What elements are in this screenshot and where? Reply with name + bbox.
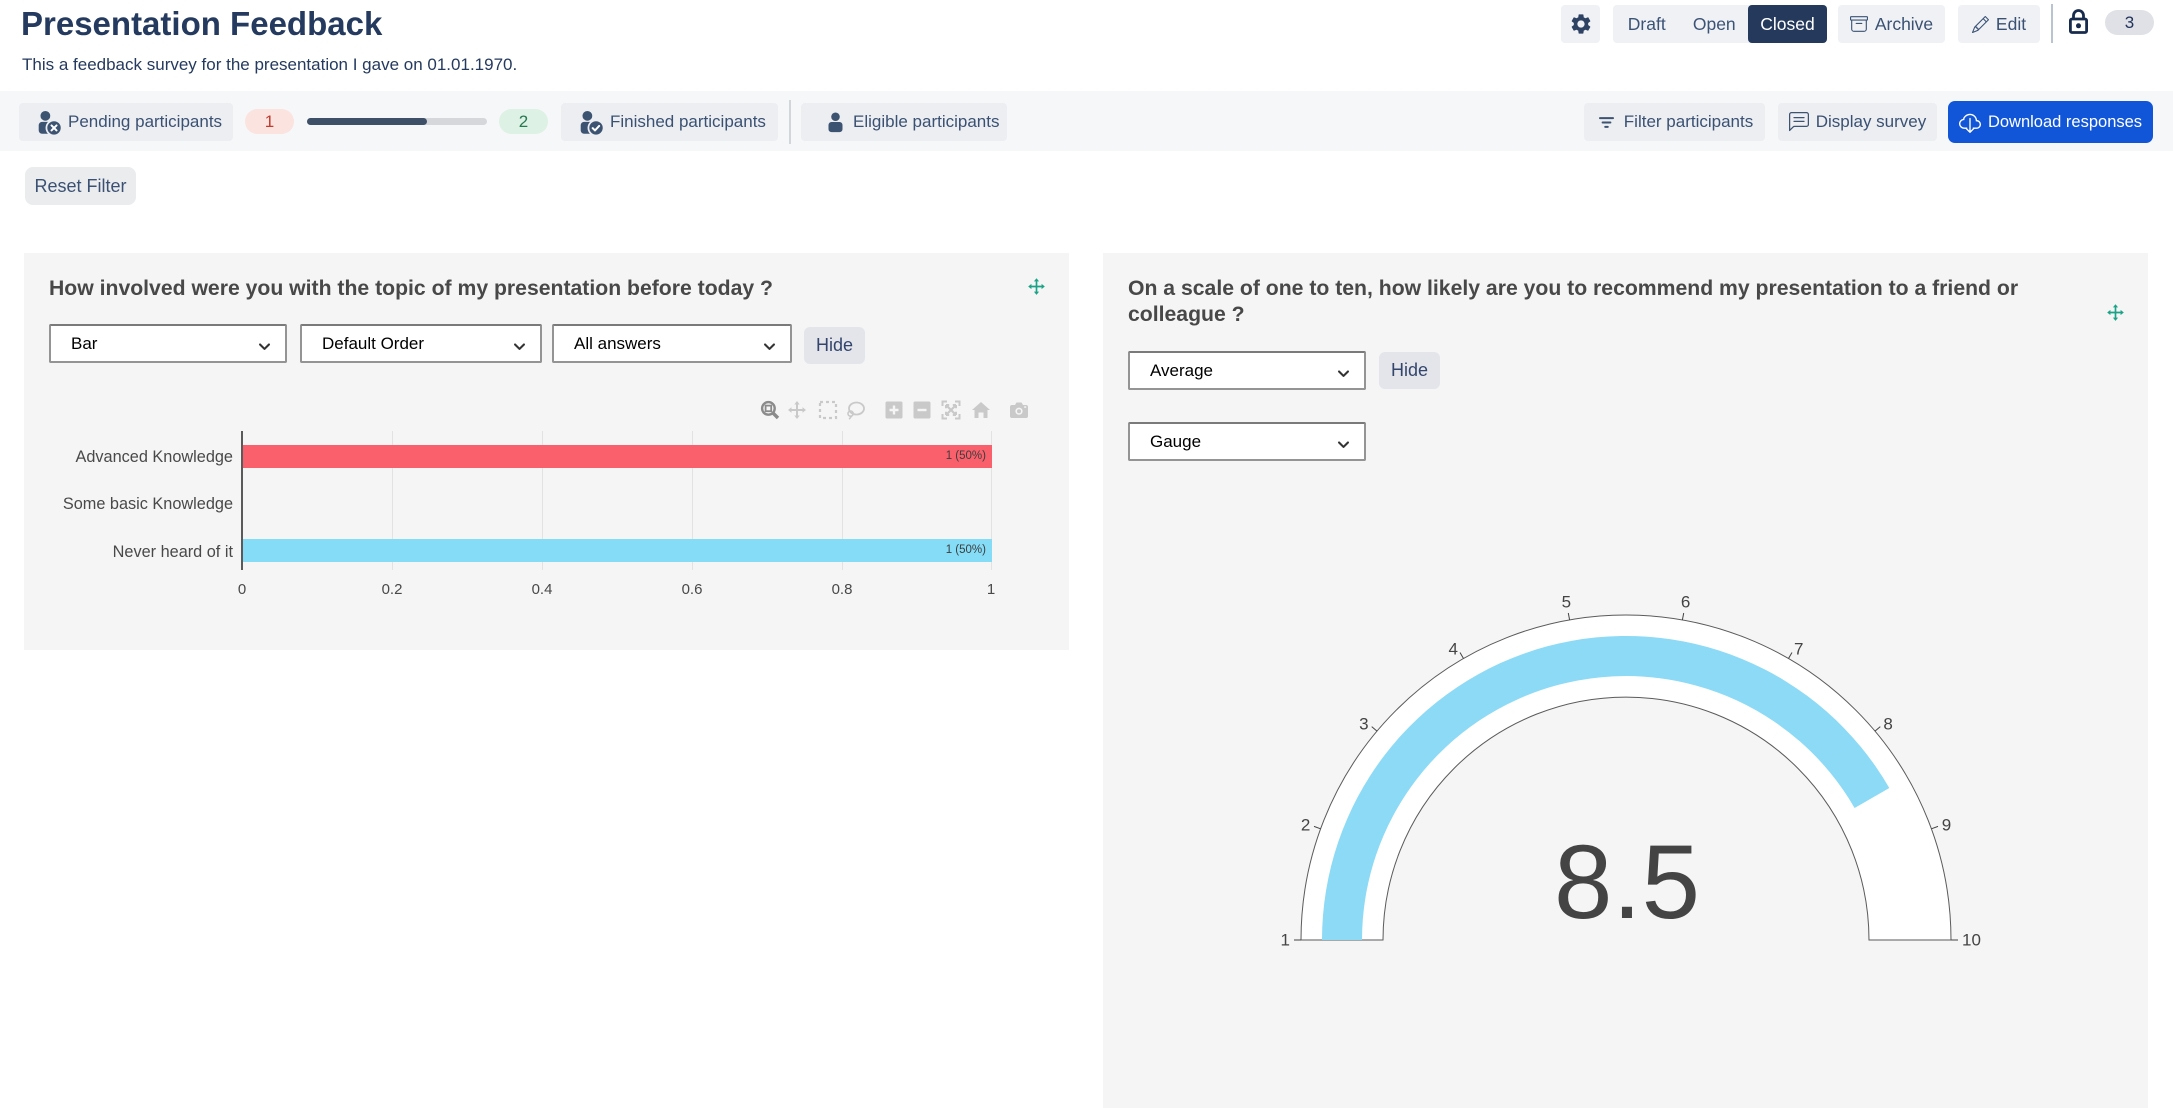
svg-text:8: 8 <box>1883 715 1892 734</box>
svg-text:8.5: 8.5 <box>1554 824 1700 941</box>
svg-text:10: 10 <box>1962 931 1981 950</box>
svg-text:2: 2 <box>1301 816 1310 835</box>
svg-text:4: 4 <box>1449 640 1458 659</box>
svg-text:6: 6 <box>1681 593 1690 612</box>
svg-text:9: 9 <box>1942 816 1951 835</box>
svg-text:1: 1 <box>1281 931 1290 950</box>
svg-text:5: 5 <box>1562 593 1571 612</box>
svg-text:3: 3 <box>1359 715 1368 734</box>
svg-text:7: 7 <box>1794 640 1803 659</box>
